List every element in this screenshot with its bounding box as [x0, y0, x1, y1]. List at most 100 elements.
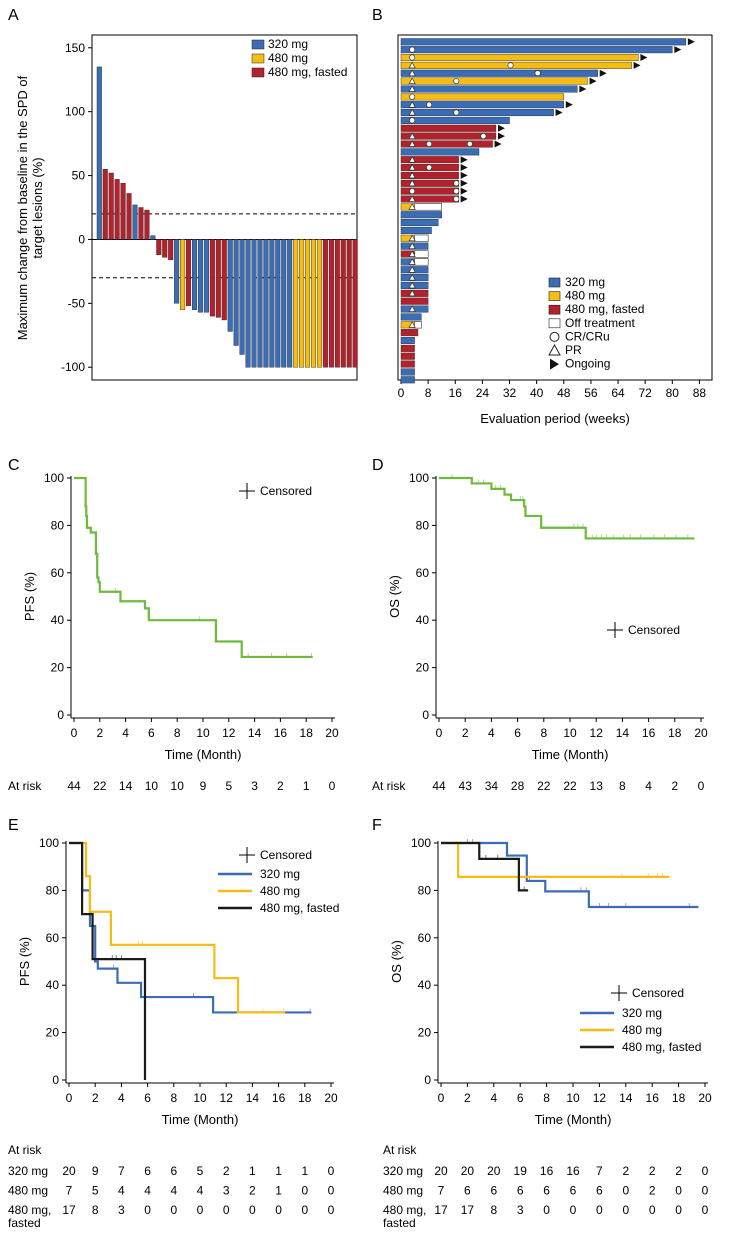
km-curve	[69, 841, 147, 1080]
at-risk-value: 28	[511, 779, 525, 793]
waterfall-bar	[281, 239, 287, 368]
swimmer-bar	[400, 281, 429, 289]
y-tick-label-c: 60	[51, 566, 65, 580]
x-tick-label-e: 4	[118, 1091, 125, 1105]
swimmer-bar	[400, 77, 588, 85]
ongoing-arrow	[497, 132, 505, 140]
legend-label-b: Off treatment	[565, 316, 635, 330]
at-risk-group-label: fasted	[383, 1216, 416, 1230]
x-axis-label-d: Time (Month)	[532, 747, 609, 762]
waterfall-bar	[334, 239, 340, 368]
censored-legend-label: Censored	[632, 986, 684, 1000]
legend-label-a: 320 mg	[268, 37, 308, 51]
at-risk-value: 7	[66, 1184, 73, 1198]
y-tick-label-f: 40	[418, 978, 432, 992]
swimmer-bar	[400, 368, 415, 376]
ongoing-arrow	[599, 69, 607, 77]
legend-label-a: 480 mg, fasted	[268, 65, 347, 79]
pr-marker	[408, 179, 416, 187]
at-risk-value: 4	[170, 1184, 177, 1198]
x-tick-label-b: 32	[503, 386, 517, 400]
legend-label-b: Ongoing	[565, 357, 610, 371]
x-tick-label-c: 8	[174, 726, 181, 740]
legend-label-b: 480 mg, fasted	[565, 302, 644, 316]
swimmer-bar	[400, 54, 639, 62]
at-risk-value: 2	[622, 1164, 629, 1178]
at-risk-value: 6	[464, 1184, 471, 1198]
x-tick-label-e: 16	[272, 1091, 286, 1105]
waterfall-bar	[203, 239, 209, 313]
at-risk-value: 6	[170, 1164, 177, 1178]
pr-marker	[408, 163, 416, 171]
swimmer-bar	[400, 352, 415, 360]
at-risk-group-label: 320 mg	[8, 1164, 48, 1178]
km-curve	[69, 841, 286, 1014]
y-tick-label-f: 20	[418, 1026, 432, 1040]
pr-marker	[408, 289, 416, 297]
x-tick-label-c: 18	[300, 726, 314, 740]
at-risk-value: 1	[275, 1184, 282, 1198]
y-axis-label-a: Maximum change from baseline in the SPD …	[15, 75, 45, 340]
at-risk-value: 22	[537, 779, 551, 793]
x-tick-label-f: 4	[490, 1091, 497, 1105]
swimmer-bar	[400, 156, 459, 164]
at-risk-value: 20	[434, 1164, 448, 1178]
km-curve	[441, 841, 529, 892]
y-tick-label-d: 80	[416, 518, 430, 532]
waterfall-bar	[191, 239, 197, 310]
cr-marker	[534, 70, 541, 77]
swimmer-bar	[400, 171, 459, 179]
x-tick-label-e: 10	[193, 1091, 207, 1105]
ongoing-arrow	[460, 164, 468, 172]
waterfall-bar	[156, 239, 162, 255]
x-tick-label-c: 20	[325, 726, 339, 740]
at-risk-value: 0	[702, 1184, 709, 1198]
at-risk-value: 0	[675, 1203, 682, 1217]
at-risk-value: 16	[540, 1164, 554, 1178]
legend-swatch-b	[548, 304, 561, 315]
y-axis-label-line: target lesions (%)	[30, 157, 45, 258]
panel-letter-B: B	[372, 7, 383, 24]
panel-letter-C: C	[8, 457, 20, 474]
waterfall-bar	[132, 204, 138, 240]
at-risk-value: 22	[93, 779, 107, 793]
waterfall-bar	[197, 239, 203, 313]
plot-frame-a	[91, 34, 358, 381]
waterfall-bar	[227, 239, 233, 332]
ongoing-arrow	[460, 179, 468, 187]
legend-label-f: 480 mg	[622, 1023, 662, 1037]
at-risk-value: 10	[145, 779, 159, 793]
x-axis-label-f: Time (Month)	[535, 1112, 612, 1127]
x-tick-label-b: 16	[449, 386, 463, 400]
pr-marker	[408, 101, 416, 108]
legend-label-e: 480 mg, fasted	[260, 901, 339, 915]
pr-marker	[408, 195, 416, 202]
ongoing-arrow	[460, 156, 468, 164]
waterfall-bar	[239, 239, 245, 355]
at-risk-value: 3	[223, 1184, 230, 1198]
waterfall-bar	[168, 239, 174, 261]
cr-marker	[409, 117, 416, 124]
at-risk-value: 5	[197, 1164, 204, 1178]
at-risk-value: 19	[514, 1164, 528, 1178]
plot-frame-b	[397, 34, 713, 381]
x-axis-label-c: Time (Month)	[165, 747, 242, 762]
x-tick-label-d: 4	[488, 726, 495, 740]
cr-marker	[453, 180, 460, 187]
y-tick-label-d: 20	[416, 661, 430, 675]
y-axis-label-line: Maximum change from baseline in the SPD …	[15, 75, 30, 340]
at-risk-value: 17	[461, 1203, 475, 1217]
legend-arrow-b	[550, 358, 559, 370]
at-risk-group-label: fasted	[8, 1216, 41, 1230]
ongoing-arrow	[460, 195, 468, 203]
at-risk-value: 34	[485, 779, 499, 793]
km-curve	[74, 476, 313, 659]
pr-marker	[408, 321, 416, 328]
pr-marker	[408, 250, 416, 257]
at-risk-value: 1	[301, 1164, 308, 1178]
y-tick-label-d: 0	[422, 708, 429, 722]
x-tick-label-d: 16	[642, 726, 656, 740]
at-risk-label: At risk	[372, 779, 406, 793]
at-risk-value: 8	[619, 779, 626, 793]
